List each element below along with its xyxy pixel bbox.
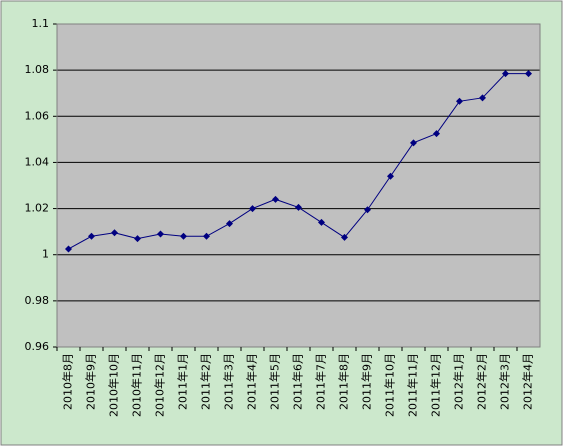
x-tick-label: 2012年2月 [475,353,489,410]
x-tick-label: 2011年8月 [337,353,351,410]
x-tick-label: 2011年6月 [291,353,305,410]
x-tick-label: 2012年3月 [498,353,512,410]
y-tick-label: 1.06 [25,109,50,122]
marker [479,94,486,102]
marker [318,218,325,226]
marker [364,206,371,214]
marker [226,220,233,228]
x-tick-label: 2011年5月 [268,353,282,410]
x-tick-label: 2010年12月 [153,353,167,417]
plot-area [57,24,540,347]
marker [111,229,118,237]
marker [249,205,256,213]
y-tick-label: 1 [42,248,49,261]
x-tick-label: 2011年12月 [429,353,443,417]
x-tick-label: 2011年7月 [314,353,328,410]
marker [502,70,509,78]
x-tick-label: 2011年10月 [383,353,397,417]
marker [456,97,463,105]
y-tick-label: 1.02 [25,202,50,215]
marker [134,235,141,243]
marker [157,230,164,238]
marker [525,70,532,78]
x-tick-label: 2011年9月 [360,353,374,410]
y-tick-label: 1.04 [25,155,50,168]
x-tick-label: 2011年2月 [199,353,213,410]
marker [433,130,440,138]
marker [88,232,95,240]
x-tick-label: 2011年4月 [245,353,259,410]
marker [387,172,394,180]
x-tick-label: 2010年9月 [84,353,98,410]
marker [180,232,187,240]
x-tick-label: 2011年3月 [222,353,236,410]
marker [203,232,210,240]
y-tick-label: 1.1 [32,17,50,30]
y-tick-label: 0.98 [25,294,50,307]
marker [272,195,279,203]
y-tick-label: 0.96 [25,340,50,353]
x-tick-label: 2010年10月 [107,353,121,417]
plot-border [56,23,541,348]
y-tick-label: 1.08 [25,63,50,76]
x-tick-label: 2011年11月 [406,353,420,417]
marker [341,233,348,241]
x-tick-label: 2011年1月 [176,353,190,410]
x-tick-label: 2010年11月 [130,353,144,417]
marker [410,139,417,147]
x-tick-label: 2012年1月 [452,353,466,410]
x-tick-label: 2010年8月 [61,353,75,410]
marker [295,203,302,211]
marker [65,245,72,253]
x-tick-label: 2012年4月 [521,353,535,410]
